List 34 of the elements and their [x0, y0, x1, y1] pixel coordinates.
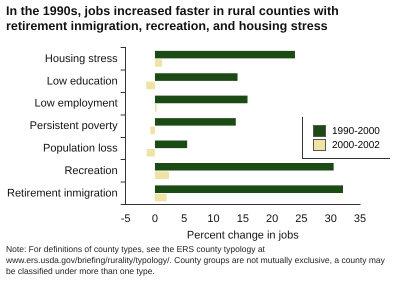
bar [154, 194, 167, 202]
chart-title: In the 1990s, jobs increased faster in rural counties with retirement inmigration, recreation, and housing stress [6, 4, 340, 34]
x-tick-label: 30 [324, 213, 337, 226]
x-tick-label: 35 [354, 213, 366, 226]
y-tick-label: Persistent poverty [30, 120, 118, 132]
x-axis-title: Percent change in jobs [186, 229, 300, 242]
bar [146, 82, 155, 90]
y-tick-label: Retirement inmigration [7, 187, 118, 200]
x-tick-label: 0 [152, 213, 158, 226]
bar [154, 96, 248, 104]
bar [154, 171, 170, 179]
y-tick-label: Low education [46, 75, 118, 88]
x-tick-label: -5 [120, 213, 131, 226]
bar [154, 162, 334, 171]
x-tick-label: 20 [266, 213, 278, 226]
legend-label: 1990-2000 [332, 126, 380, 136]
x-tick-label: 15 [236, 213, 249, 226]
y-tick-label: Housing stress [44, 52, 118, 65]
bar [154, 185, 344, 193]
bar [154, 118, 236, 126]
y-tick-label: Recreation [64, 164, 118, 177]
bar [154, 73, 238, 81]
x-tick-label: 25 [295, 213, 308, 226]
text: Note: For definitions of county types, see the ERS county typology at www.ers.usda.gov/briefing/rurality/typology/. County groups are not mutually exclusive, a county may be classified under more than one type. [6, 244, 386, 277]
legend-label: 2000-2002 [332, 140, 380, 150]
bar [154, 59, 162, 67]
y-tick-label: Population loss [43, 142, 118, 155]
bar [150, 126, 155, 134]
bar [146, 148, 155, 157]
bar [154, 50, 295, 58]
x-tick-label: 10 [207, 213, 220, 226]
y-tick-label: Low employment [34, 98, 118, 110]
x-tick-label: 5 [181, 213, 188, 226]
bar [154, 140, 188, 148]
